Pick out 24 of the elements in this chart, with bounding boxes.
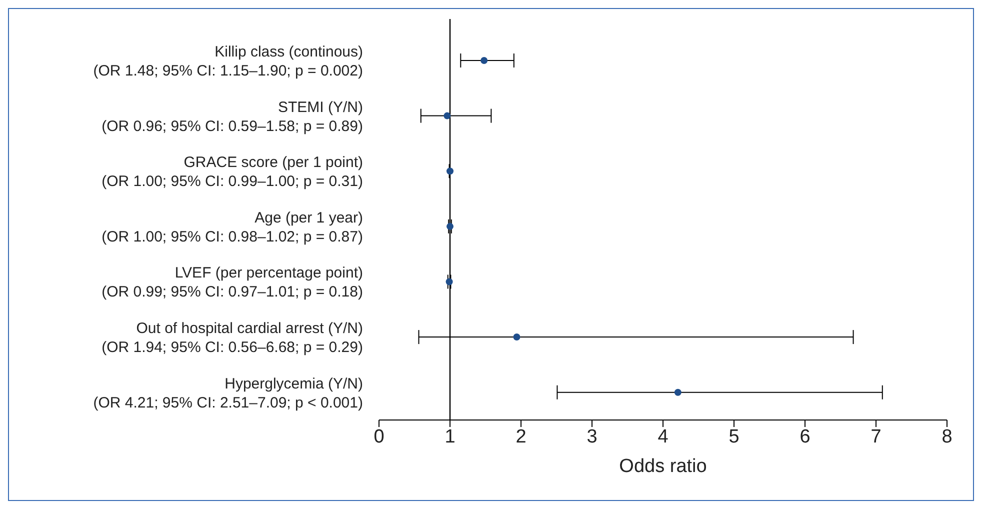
point <box>446 278 453 286</box>
y-tick-label: GRACE score (per 1 point) (OR 1.00; 95% CI: 0.99–1.00; p = 0.31) <box>102 154 363 190</box>
point <box>446 168 454 175</box>
point <box>444 112 451 120</box>
x-tick-label: 5 <box>728 426 740 448</box>
y-tick-label: LVEF (per percentage point) (OR 0.99; 95% CI: 0.97–1.01; p = 0.18) <box>102 264 363 301</box>
point <box>674 388 682 396</box>
x-tick-label: 7 <box>870 426 882 448</box>
x-tick-label: 6 <box>800 426 810 448</box>
x-tick-label: 1 <box>444 426 456 448</box>
x-tick-label: 8 <box>942 426 952 448</box>
x-axis-title: Odds ratio <box>619 456 707 477</box>
y-tick-label: STEMI (Y/N) (OR 0.96; 95% CI: 0.59–1.58; p = 0.89) <box>102 98 363 135</box>
y-tick-label: Hyperglycemia (Y/N) (OR 4.21; 95% CI: 2.51–7.09; p < 0.001) <box>93 375 363 412</box>
y-tick-label: Killip class (continous) (OR 1.48; 95% CI: 1.15–1.90; p = 0.002) <box>93 43 364 80</box>
y-tick-label: Age (per 1 year) (OR 1.00; 95% CI: 0.98–1.02; p = 0.87) <box>102 209 363 246</box>
y-tick-label: Out of hospital cardial arrest (Y/N) (OR 1.94; 95% CI: 0.56–6.68; p = 0.29) <box>102 320 363 356</box>
point <box>446 222 454 230</box>
x-tick-label: 2 <box>516 426 526 448</box>
x-tick-label: 3 <box>586 426 598 448</box>
point <box>480 56 488 64</box>
x-tick-label: 4 <box>658 426 669 448</box>
x-tick-label: 0 <box>374 426 384 448</box>
point <box>513 334 520 341</box>
